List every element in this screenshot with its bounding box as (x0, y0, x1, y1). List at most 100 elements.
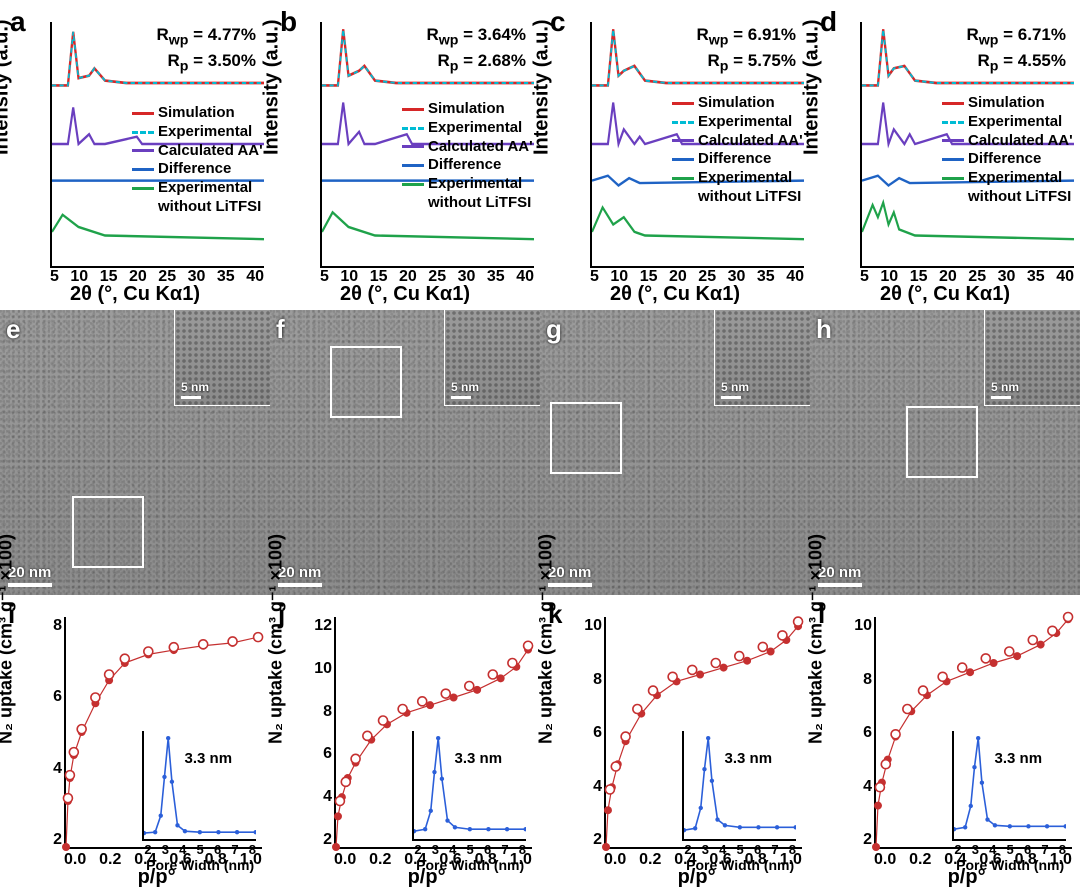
axis-x-label: 2θ (°, Cu Kα1) (70, 283, 200, 306)
leg-diff (672, 158, 694, 161)
axis-y-label: Intensity (a.u.) (0, 19, 14, 155)
leg-exp (942, 121, 964, 124)
panel-f: f 5 nm 20 nm (270, 310, 540, 595)
leg-sim-label: Simulation (158, 104, 235, 123)
leg-noli (402, 183, 424, 186)
tem-inset: 5 nm (714, 310, 810, 406)
iso-inset: 3.3 nm 2345678 Pore Width (nm) (412, 731, 526, 841)
panel-e: e 5 nm 20 nm (0, 310, 270, 595)
leg-sim (132, 112, 154, 115)
leg-diff-label: Difference (428, 156, 501, 175)
iso-inset-svg (684, 731, 796, 839)
leg-exp-label: Experimental (428, 119, 522, 138)
axis-y-label: N₂ uptake (cm³ g⁻¹ ×100) (266, 534, 287, 744)
tem-inset-scalebar: 5 nm (451, 380, 479, 399)
xrd-legend: Simulation Experimental Calculated AA' D… (132, 104, 263, 217)
leg-sim (402, 108, 424, 111)
leg-exp (672, 121, 694, 124)
axis-x-label: 2θ (°, Cu Kα1) (340, 283, 470, 306)
leg-diff (942, 158, 964, 161)
leg-noli-label2: without LiTFSI (158, 198, 261, 217)
axis-y-label: N₂ uptake (cm³ g⁻¹ ×100) (0, 534, 17, 744)
panel-label: h (816, 314, 832, 345)
tem-roi-box (330, 346, 402, 418)
iso-plot-i: 3.3 nm 2345678 Pore Width (nm) (64, 617, 262, 849)
leg-calc (942, 139, 964, 142)
iso-inset-annotation: 3.3 nm (455, 750, 503, 767)
tem-inset: 5 nm (984, 310, 1080, 406)
leg-sim-label: Simulation (428, 100, 505, 119)
leg-diff-label: Difference (968, 150, 1041, 169)
rwp: Rwp = 4.77% (156, 24, 256, 50)
axis-y-label: N₂ uptake (cm³ g⁻¹ ×100) (536, 534, 557, 744)
leg-noli-label1: Experimental (158, 179, 252, 198)
panel-j: j N₂ uptake (cm³ g⁻¹ ×100) 24681012 3.3 … (270, 595, 540, 893)
rwp: Rwp = 6.91% (696, 24, 796, 50)
tem-roi-box (72, 496, 144, 568)
rp: Rp = 4.55% (966, 50, 1066, 76)
leg-exp-label: Experimental (968, 113, 1062, 132)
axis-y-label: Intensity (a.u.) (261, 19, 284, 155)
panel-a: a Intensity (a.u.) Simulation Experiment… (0, 0, 270, 310)
iso-plot-k: 3.3 nm 2345678 Pore Width (nm) (604, 617, 802, 849)
iso-plot-l: 3.3 nm 2345678 Pore Width (nm) (874, 617, 1072, 849)
leg-sim (672, 102, 694, 105)
iso-inset-svg (954, 731, 1066, 839)
figure-grid: a Intensity (a.u.) Simulation Experiment… (0, 0, 1080, 893)
axis-x-label: p/p° (678, 866, 716, 889)
leg-noli-label2: without LiTFSI (698, 188, 801, 207)
axis-y-label: Intensity (a.u.) (801, 19, 824, 155)
panel-label: e (6, 314, 20, 345)
tem-inset: 5 nm (174, 310, 270, 406)
tem-inset-scalebar: 5 nm (721, 380, 749, 399)
xrd-legend: Simulation Experimental Calculated AA' D… (672, 94, 803, 207)
leg-noli-label1: Experimental (968, 169, 1062, 188)
panel-i: i N₂ uptake (cm³ g⁻¹ ×100) 2468 3.3 nm 2… (0, 595, 270, 893)
panel-label: f (276, 314, 285, 345)
leg-noli-label1: Experimental (428, 175, 522, 194)
axis-y-label: Intensity (a.u.) (531, 19, 554, 155)
leg-noli-label2: without LiTFSI (968, 188, 1071, 207)
panel-b: b Intensity (a.u.) Simulation Experiment… (270, 0, 540, 310)
rp: Rp = 2.68% (426, 50, 526, 76)
leg-noli (132, 187, 154, 190)
leg-exp (132, 131, 154, 134)
panel-k: k N₂ uptake (cm³ g⁻¹ ×100) 246810 3.3 nm… (540, 595, 810, 893)
r-values: Rwp = 4.77% Rp = 3.50% (156, 24, 256, 76)
leg-noli (942, 177, 964, 180)
tem-roi-box (550, 402, 622, 474)
iso-yticks: 2468 (44, 617, 62, 849)
iso-inset-svg (414, 731, 526, 839)
iso-inset-svg (144, 731, 256, 839)
panel-h: h 5 nm 20 nm (810, 310, 1080, 595)
leg-sim-label: Simulation (698, 94, 775, 113)
axis-x-label: 2θ (°, Cu Kα1) (610, 283, 740, 306)
leg-exp-label: Experimental (698, 113, 792, 132)
xrd-legend: Simulation Experimental Calculated AA' D… (942, 94, 1073, 207)
leg-calc-label: Calculated AA' (698, 132, 803, 151)
iso-yticks: 246810 (584, 617, 602, 849)
r-values: Rwp = 6.71% Rp = 4.55% (966, 24, 1066, 76)
iso-inset: 3.3 nm 2345678 Pore Width (nm) (952, 731, 1066, 841)
axis-y-label: N₂ uptake (cm³ g⁻¹ ×100) (806, 534, 827, 744)
r-values: Rwp = 3.64% Rp = 2.68% (426, 24, 526, 76)
r-values: Rwp = 6.91% Rp = 5.75% (696, 24, 796, 76)
leg-diff (402, 164, 424, 167)
leg-sim (942, 102, 964, 105)
iso-plot-j: 3.3 nm 2345678 Pore Width (nm) (334, 617, 532, 849)
leg-calc (132, 149, 154, 152)
leg-calc (672, 139, 694, 142)
leg-exp (402, 127, 424, 130)
rp: Rp = 5.75% (696, 50, 796, 76)
axis-x-label: p/p° (408, 866, 446, 889)
iso-yticks: 246810 (854, 617, 872, 849)
leg-diff-label: Difference (698, 150, 771, 169)
panel-d: d Intensity (a.u.) Simulation Experiment… (810, 0, 1080, 310)
rwp: Rwp = 3.64% (426, 24, 526, 50)
iso-yticks: 24681012 (314, 617, 332, 849)
leg-calc (402, 145, 424, 148)
panel-label: g (546, 314, 562, 345)
axis-x-label: p/p° (948, 866, 986, 889)
leg-exp-label: Experimental (158, 123, 252, 142)
iso-inset: 3.3 nm 2345678 Pore Width (nm) (682, 731, 796, 841)
